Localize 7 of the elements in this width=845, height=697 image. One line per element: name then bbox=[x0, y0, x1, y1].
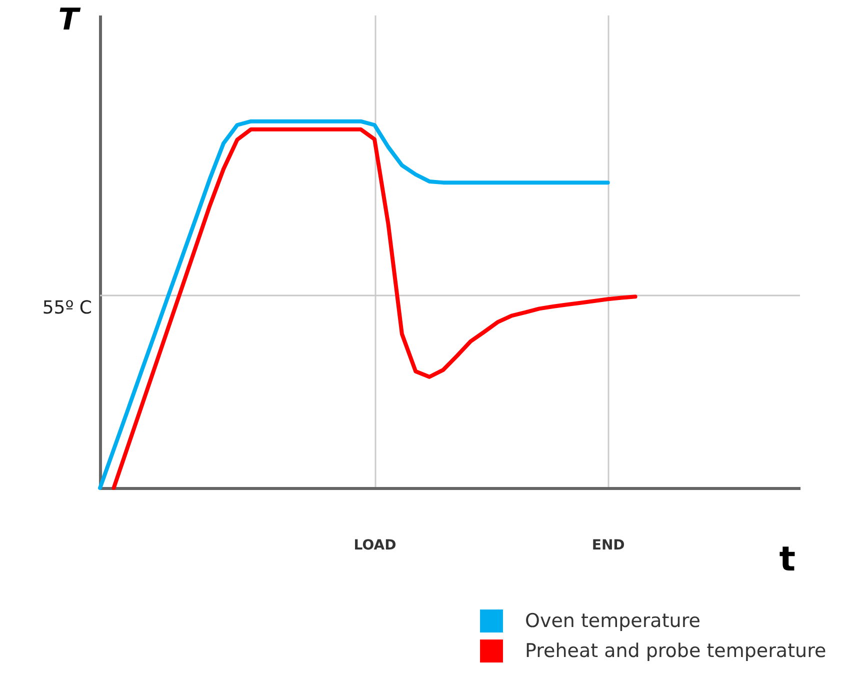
x-tick-label: END bbox=[592, 538, 625, 554]
legend-label: Oven temperature bbox=[525, 610, 700, 632]
x-axis-title: t bbox=[779, 540, 796, 580]
x-tick-label: LOAD bbox=[354, 538, 396, 554]
ref-line-label: 55º C bbox=[42, 298, 92, 318]
legend-label: Preheat and probe temperature bbox=[525, 640, 826, 662]
y-axis-title: T bbox=[58, 2, 82, 38]
